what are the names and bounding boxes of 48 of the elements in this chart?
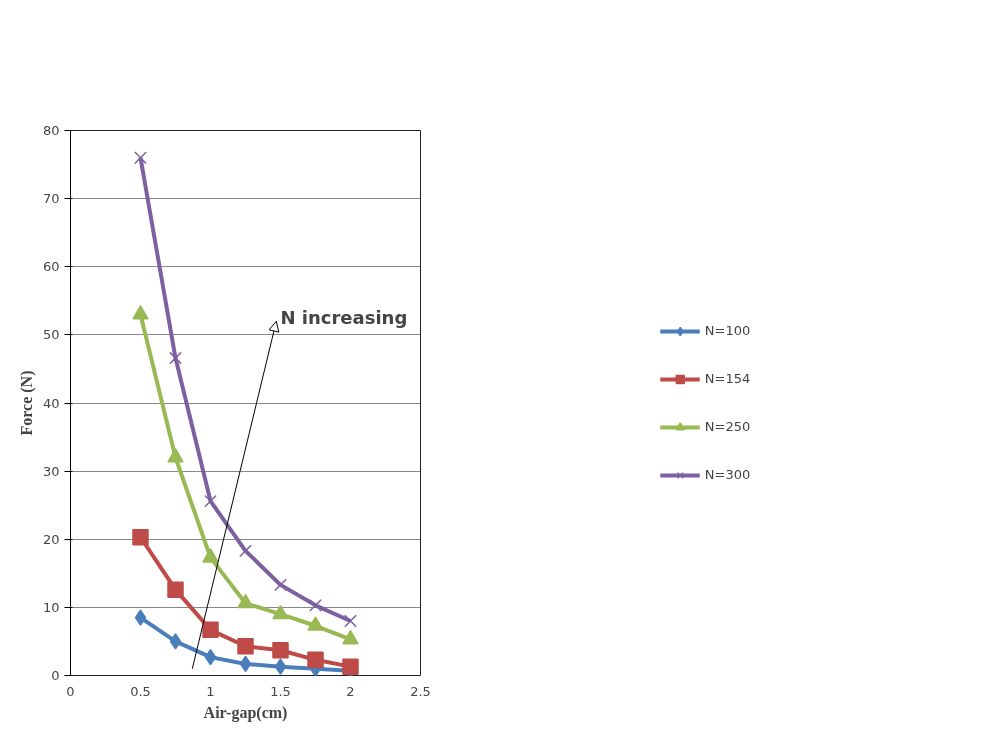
legend-label: N=250 <box>704 419 751 434</box>
x-tick-label: 1.5 <box>270 683 291 699</box>
y-tick-label: 30 <box>42 463 60 479</box>
point <box>274 578 287 592</box>
y-tick-label: 40 <box>42 395 60 411</box>
point <box>134 151 147 165</box>
x-tick-label: 1 <box>206 683 215 699</box>
point <box>202 621 219 639</box>
annotation: N increasing <box>280 307 408 329</box>
point <box>237 637 254 655</box>
point <box>344 614 357 628</box>
point <box>204 494 217 508</box>
y-axis-title: Force (N) <box>17 370 36 436</box>
point <box>239 544 252 558</box>
point <box>272 604 289 620</box>
point <box>204 648 217 666</box>
legend-label: N=300 <box>704 467 751 482</box>
y-tick-label: 70 <box>42 191 60 207</box>
x-tick-label: 0 <box>66 683 75 699</box>
point <box>342 658 359 675</box>
y-tick-label: 50 <box>42 327 60 343</box>
x-tick-label: 0.5 <box>130 683 151 699</box>
legend-label: N=154 <box>704 371 751 386</box>
y-tick-label: 20 <box>42 531 60 547</box>
y-tick-label: 60 <box>42 259 60 275</box>
x-tick-label: 2 <box>346 683 355 699</box>
y-tick-label: 10 <box>42 599 60 615</box>
point <box>307 616 324 631</box>
point <box>167 448 184 463</box>
point <box>169 633 182 650</box>
legend-label: N=100 <box>704 323 751 338</box>
point <box>167 581 184 598</box>
point <box>272 642 289 659</box>
point <box>169 351 182 365</box>
point <box>202 548 219 563</box>
x-axis-title: Air-gap(cm) <box>203 703 288 722</box>
point <box>132 305 149 320</box>
point <box>134 609 147 626</box>
point <box>239 655 252 673</box>
point <box>274 658 287 675</box>
y-tick-label: 80 <box>42 123 60 138</box>
point <box>237 593 254 609</box>
point <box>309 598 322 612</box>
point <box>307 651 324 669</box>
point <box>132 528 149 546</box>
x-tick-label: 2.5 <box>410 683 431 699</box>
y-tick-label: 0 <box>51 668 60 683</box>
point <box>342 629 359 645</box>
